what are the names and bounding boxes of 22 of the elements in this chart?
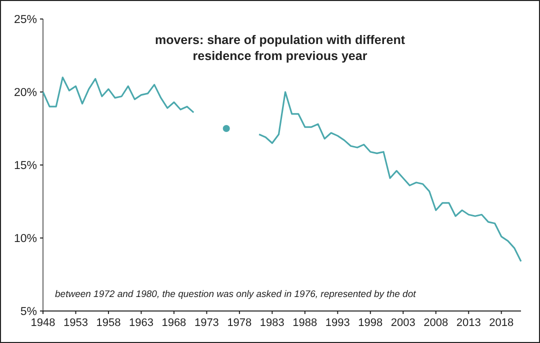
x-tick-label: 2013 xyxy=(456,317,481,329)
y-tick-label: 20% xyxy=(14,87,37,100)
x-tick-label: 1948 xyxy=(30,317,56,329)
x-tick-label: 1983 xyxy=(260,317,284,329)
x-tick-label: 2008 xyxy=(424,317,448,329)
y-tick-label: 25% xyxy=(14,14,37,26)
x-tick-label: 2018 xyxy=(489,317,514,329)
y-tick-label: 15% xyxy=(14,160,37,172)
x-tick-label: 2003 xyxy=(390,317,416,329)
x-tick-label: 1973 xyxy=(194,317,219,329)
x-tick-label: 1998 xyxy=(358,317,383,329)
x-tick-label: 1953 xyxy=(64,317,88,329)
x-tick-label: 1988 xyxy=(292,317,318,329)
x-tick-label: 1968 xyxy=(162,317,186,329)
text: movers: share of population with different residence from previous year xyxy=(154,33,406,63)
x-tick-label: 1978 xyxy=(227,317,252,329)
y-tick-label: 5% xyxy=(20,306,37,318)
x-tick-label: 1993 xyxy=(325,317,350,329)
x-tick-label: 1963 xyxy=(128,317,154,329)
x-tick-label: 1958 xyxy=(96,317,121,329)
y-tick-label: 10% xyxy=(14,233,37,246)
annotation: between 1972 and 1980, the question was only asked in 1976, represented by the dot xyxy=(55,289,416,300)
